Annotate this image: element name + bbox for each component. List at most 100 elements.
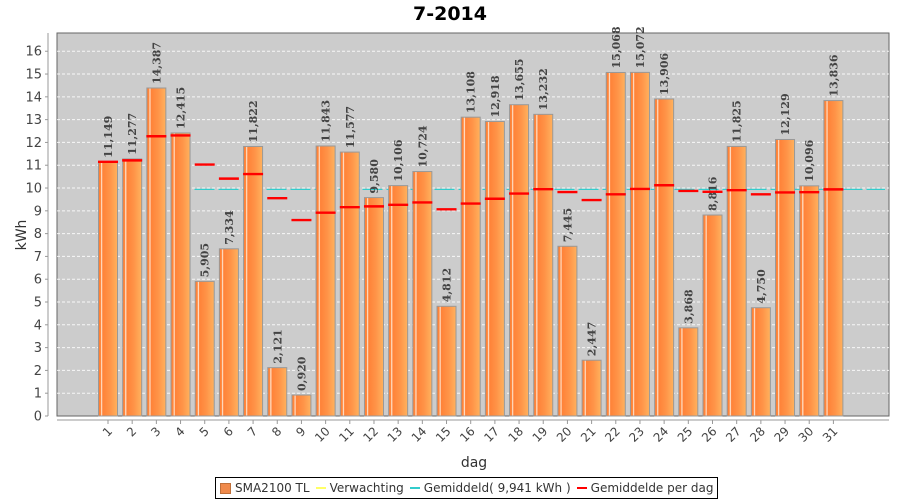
y-tick-label: 15	[25, 68, 42, 83]
bar-data-label: 7,334	[223, 210, 236, 245]
y-tick-label: 4	[34, 318, 42, 333]
x-tick-label: 21	[578, 424, 599, 445]
bar	[388, 185, 409, 417]
bar-data-label: 11,822	[247, 100, 260, 142]
bar-data-label: 7,445	[561, 208, 574, 242]
legend: SMA2100 TL Verwachting Gemiddeld( 9,941 …	[215, 477, 719, 499]
x-tick-label: 14	[409, 424, 430, 445]
bar-data-label: 11,843	[320, 100, 333, 142]
y-tick-label: 1	[34, 387, 42, 402]
legend-swatch-line	[315, 487, 326, 489]
bar	[98, 161, 118, 417]
bar	[436, 305, 457, 417]
legend-swatch-line	[576, 487, 587, 489]
bar-data-label: 3,868	[682, 289, 695, 324]
bar-data-label: 13,655	[513, 59, 526, 101]
legend-label: Gemiddelde per dag	[590, 481, 714, 495]
bar-data-label: 13,108	[465, 71, 478, 113]
bar	[146, 87, 167, 417]
bar	[750, 307, 771, 417]
x-tick-label: 25	[675, 424, 696, 445]
bar	[170, 132, 191, 417]
y-tick-label: 11	[25, 159, 42, 174]
bar-data-label: 4,812	[441, 268, 454, 302]
bar-data-label: 15,068	[610, 26, 623, 68]
bar-data-label: 13,836	[827, 54, 840, 96]
x-tick-label: 7	[245, 424, 260, 439]
legend-item-verwachting: Verwachting	[315, 481, 404, 495]
x-tick-label: 24	[651, 424, 672, 445]
legend-item-gemiddeld: Gemiddeld( 9,941 kWh )	[409, 481, 571, 495]
y-tick-label: 8	[34, 227, 42, 242]
bar	[581, 359, 602, 417]
bar-data-label: 0,920	[295, 356, 308, 391]
x-tick-label: 29	[771, 424, 792, 445]
bar-data-label: 12,415	[175, 87, 188, 129]
y-tick-label: 5	[34, 296, 42, 311]
bar	[484, 121, 505, 417]
x-tick-label: 2	[124, 424, 139, 439]
bar-data-label: 14,387	[150, 42, 163, 84]
x-tick-label: 4	[172, 424, 187, 439]
bar	[460, 116, 481, 417]
bar	[122, 158, 143, 417]
x-tick-label: 22	[602, 424, 623, 445]
bar-data-label: 2,121	[271, 329, 284, 363]
x-axis-title: dag	[461, 455, 487, 471]
x-tick-label: 15	[433, 424, 454, 445]
x-tick-label: 12	[360, 424, 381, 445]
x-tick-label: 3	[148, 424, 163, 439]
x-tick-label: 26	[699, 424, 720, 445]
legend-item-sma2100: SMA2100 TL	[220, 481, 310, 495]
legend-label: Gemiddeld( 9,941 kWh )	[423, 481, 571, 495]
bar-data-label: 8,816	[707, 176, 720, 211]
bar	[775, 138, 796, 417]
bar-data-label: 10,096	[803, 139, 816, 181]
bar	[605, 71, 626, 417]
bar	[823, 100, 844, 417]
bar	[654, 98, 675, 417]
y-tick-label: 13	[25, 113, 42, 128]
x-tick-label: 28	[747, 424, 768, 445]
x-tick-label: 27	[723, 424, 744, 445]
bar	[702, 214, 723, 417]
bar-data-label: 11,825	[731, 100, 744, 142]
bar	[509, 104, 530, 417]
chart-title: 7-2014	[413, 3, 487, 25]
x-tick-label: 20	[554, 424, 575, 445]
x-tick-label: 17	[481, 424, 502, 445]
bar-data-label: 10,724	[416, 125, 429, 167]
legend-swatch-line	[409, 487, 420, 489]
bar-data-label: 11,577	[344, 106, 357, 148]
bar-data-label: 11,277	[126, 113, 139, 155]
x-tick-label: 23	[626, 424, 647, 445]
bar	[339, 151, 360, 417]
y-tick-label: 0	[34, 410, 42, 425]
bar	[267, 367, 288, 417]
x-tick-label: 31	[820, 424, 841, 445]
y-tick-label: 3	[34, 341, 42, 356]
bar-data-label: 13,906	[658, 53, 671, 95]
bar-data-label: 11,149	[102, 116, 115, 158]
y-axis-title: kWh	[14, 220, 30, 251]
x-tick-label: 9	[293, 424, 308, 439]
legend-label: Verwachting	[329, 481, 404, 495]
bar-data-label: 10,106	[392, 139, 405, 181]
y-tick-label: 12	[25, 136, 42, 151]
y-tick-label: 9	[34, 204, 42, 219]
x-tick-label: 5	[197, 424, 212, 439]
bar-data-label: 12,129	[779, 93, 792, 135]
bar-data-label: 12,918	[489, 75, 502, 117]
y-tick-label: 10	[25, 182, 42, 197]
bar	[412, 171, 433, 417]
bar	[218, 248, 239, 417]
x-tick-label: 1	[100, 424, 115, 439]
x-tick-label: 18	[505, 424, 526, 445]
x-tick-label: 8	[269, 424, 284, 439]
bar-data-label: 15,072	[634, 26, 647, 68]
x-tick-label: 13	[385, 424, 406, 445]
bar	[291, 394, 312, 417]
bar-data-label: 5,905	[199, 243, 212, 277]
legend-label: SMA2100 TL	[235, 481, 310, 495]
